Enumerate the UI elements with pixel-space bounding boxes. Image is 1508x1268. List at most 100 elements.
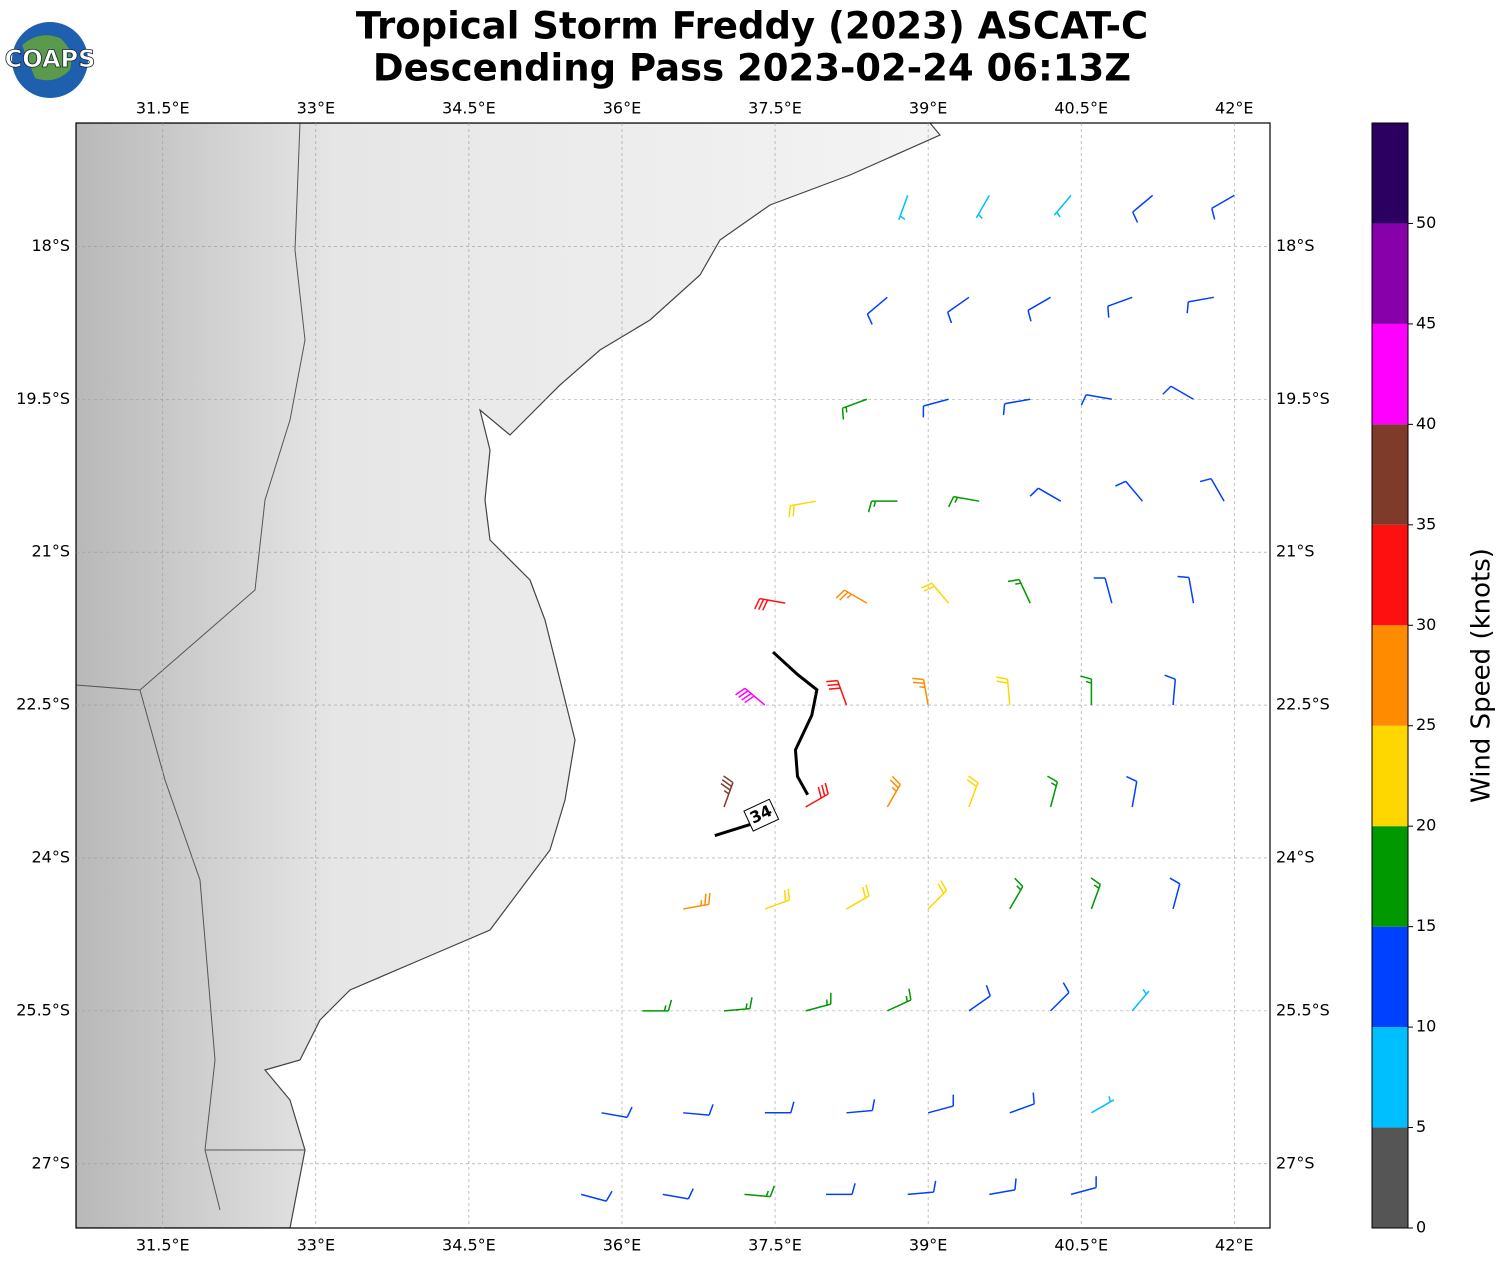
wind-barb [835,589,868,604]
wind-barb [735,687,766,706]
wind-barb [1070,1176,1097,1196]
colorbar-tick-label: 0 [1416,1218,1426,1237]
colorbar-bin [1372,1027,1408,1128]
wind-barb [744,1185,775,1198]
wind-barb [912,677,929,706]
wind-barb [754,597,786,611]
colorbar-bin [1372,725,1408,827]
x-tick-label: 37.5°E [748,1236,802,1255]
x-tick-label: 33°E [297,99,335,118]
wind-barb [1162,385,1194,400]
wind-barb [1186,296,1215,314]
x-tick-label: 33°E [297,1236,335,1255]
x-tick-label: 42°E [1215,99,1253,118]
y-tick-label: 19.5°S [16,389,70,408]
wind-barb [1007,578,1031,604]
wind-barb [1009,1092,1035,1114]
y-tick-label: 21°S [31,542,70,561]
wind-barb [966,775,979,808]
wind-barb [805,782,829,808]
x-tick-label: 40.5°E [1054,99,1108,118]
x-tick-label: 40.5°E [1054,1236,1108,1255]
colorbar-bin [1372,926,1408,1028]
y-tick-label: 24°S [1276,847,1315,866]
logo: COAPS [4,22,96,98]
colorbar-tick-label: 15 [1416,916,1436,935]
wind-barb [805,992,832,1012]
colorbar-bin [1372,123,1408,224]
wind-barb [1107,296,1133,318]
x-tick-label: 34.5°E [442,1236,496,1255]
y-tick-label: 19.5°S [1276,389,1330,408]
x-tick-label: 31.5°E [136,1236,190,1255]
contour-label-box [743,798,780,832]
x-tick-label: 42°E [1215,1236,1253,1255]
chart-subtitle: Descending Pass 2023-02-24 06:13Z [373,47,1131,90]
wind-barb [1053,194,1072,218]
wind-barb [642,999,673,1012]
logo-text: COAPS [5,45,96,73]
map-frame [75,122,1271,1229]
wind-barb [866,296,888,325]
colorbar-tick-label: 20 [1416,816,1436,835]
y-tick-label: 27°S [1276,1153,1315,1172]
colorbar-tick-label: 50 [1416,213,1436,232]
wind-barb [975,195,991,220]
wind-barb [826,1183,856,1196]
colorbar-tick-label: 35 [1416,514,1436,533]
logo-land [22,35,72,81]
x-tick-label: 31.5°E [136,99,190,118]
colorbar-tick-label: 10 [1416,1017,1436,1036]
colorbar-bin [1372,524,1408,626]
colorbar-tick-label: 25 [1416,715,1436,734]
wind-barb [846,884,870,910]
y-tick-label: 22.5°S [16,695,70,714]
wind-barb [841,398,868,420]
x-tick-label: 37.5°E [748,99,802,118]
colorbar-bin [1372,625,1408,726]
x-tick-label: 34.5°E [442,99,496,118]
y-tick-label: 18°S [1276,236,1315,255]
y-tick-label: 21°S [1276,542,1315,561]
wind-barb [1029,487,1062,502]
wind-barb [662,1188,694,1200]
wind-barb [996,676,1011,706]
wind-barb [1002,398,1031,416]
wind-barb [1164,674,1177,706]
wind-barb [764,1101,795,1114]
y-tick-label: 22.5°S [1276,695,1330,714]
wind-barb [1211,194,1235,220]
colorbar-bin [1372,826,1408,927]
wind-barb [1047,775,1059,808]
wind-barbs [580,194,1235,1202]
wind-barb [601,1106,633,1119]
wind-barb [1080,393,1112,406]
wind-barb [1093,577,1113,604]
wind-barb [1199,477,1225,502]
wind-barb [1027,296,1051,322]
colorbar-bin [1372,223,1408,324]
wind-barb [921,582,950,604]
y-tick-label: 25.5°S [16,1000,70,1019]
x-tick-label: 36°E [603,99,641,118]
wind-barb [1177,575,1195,604]
colorbar-bin [1372,424,1408,525]
colorbar-bin [1372,323,1408,425]
wind-barb [898,195,909,221]
wind-barb [846,1099,876,1114]
wind-barb [720,775,734,808]
wind-barb [1131,988,1150,1012]
x-tick-label: 39°E [909,99,947,118]
wind-barb [1091,1096,1115,1114]
wind-barb [826,679,848,706]
borders [76,123,306,1211]
wind-barb [886,775,901,808]
wind-barb [723,997,753,1012]
colorbar-label: Wind Speed (knots) [1467,548,1497,803]
colorbar-tick-label: 40 [1416,414,1436,433]
wind-barb [1132,194,1154,223]
wind-barb [1126,775,1138,808]
wind-barb [683,1104,714,1116]
